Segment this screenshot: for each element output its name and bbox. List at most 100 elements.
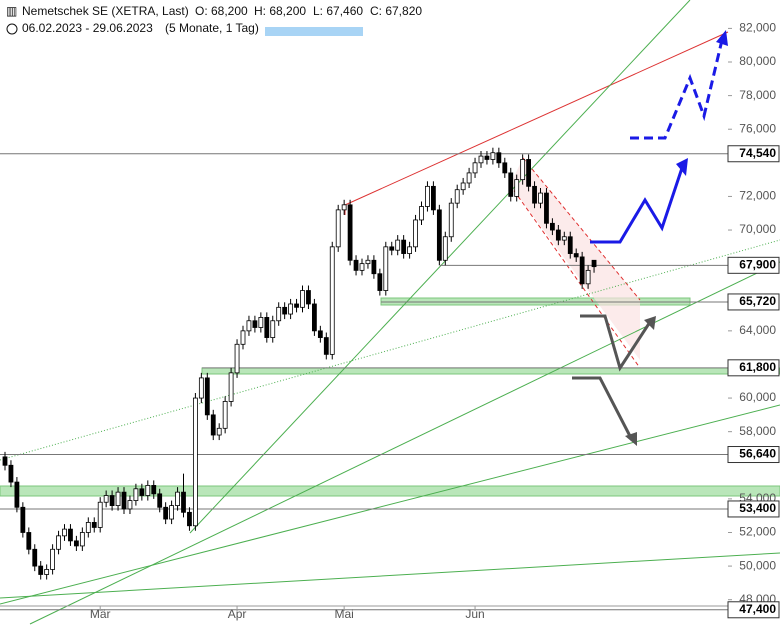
ohlc-low: L: 67,460 xyxy=(313,4,363,18)
candle-body xyxy=(317,330,323,338)
candle-body xyxy=(38,565,44,575)
candle-body xyxy=(264,317,270,338)
arrow-head xyxy=(625,432,637,446)
candle-body xyxy=(490,152,496,160)
level-box xyxy=(727,293,780,311)
candle-body xyxy=(544,192,549,224)
y-tick-label: 52,000 xyxy=(739,525,776,539)
candle-body xyxy=(20,506,26,533)
candle-body xyxy=(478,155,484,164)
arrow-head xyxy=(644,316,656,330)
candle-body xyxy=(502,162,508,174)
channel-line xyxy=(522,157,641,301)
candle-body xyxy=(401,239,407,254)
candle-body xyxy=(561,236,567,241)
y-tick-label: 60,000 xyxy=(739,390,776,404)
candle-body xyxy=(407,246,413,254)
candle-body xyxy=(85,522,91,533)
y-tick-label: 70,000 xyxy=(739,222,776,236)
clock-icon xyxy=(6,23,18,35)
candle-body xyxy=(579,256,585,285)
candle-body xyxy=(56,535,61,550)
arrow-head xyxy=(676,158,688,176)
scenario-arrow xyxy=(572,376,634,441)
candle-body xyxy=(442,236,448,261)
x-tick-label: Jun xyxy=(465,607,484,621)
level-box xyxy=(727,446,780,464)
candle-body xyxy=(514,179,520,197)
candle-body xyxy=(472,162,478,174)
candle-body xyxy=(151,485,157,495)
trend-line xyxy=(0,404,780,605)
candle-body xyxy=(323,337,329,355)
candle-body xyxy=(585,269,591,285)
candle-body xyxy=(329,246,335,355)
level-box xyxy=(727,359,780,377)
candle-body xyxy=(50,548,55,570)
title: Nemetschek SE (XETRA, Last) xyxy=(22,4,189,18)
candle-body xyxy=(222,401,228,429)
candle-body xyxy=(68,528,73,542)
y-tick-label: 58,000 xyxy=(739,424,776,438)
candle-body xyxy=(288,303,294,315)
candle-body xyxy=(496,152,502,164)
candle-body xyxy=(371,259,377,275)
candle-body xyxy=(311,303,317,332)
candle-body xyxy=(127,500,133,510)
y-tick-label: 76,000 xyxy=(739,121,776,135)
candle-body xyxy=(157,493,163,508)
level-box xyxy=(727,500,780,518)
candle-body xyxy=(413,219,418,248)
level-label: 53,400 xyxy=(739,501,776,515)
ohlc-open: O: 68,200 xyxy=(195,4,248,18)
candle-body xyxy=(419,206,424,221)
level-label: 61,800 xyxy=(739,360,776,374)
candle-body xyxy=(133,488,139,501)
candle-body xyxy=(139,488,145,496)
support-zone xyxy=(0,485,780,497)
candle-body xyxy=(484,155,490,160)
candle-body xyxy=(216,427,222,436)
candle-body xyxy=(169,505,175,520)
candle-body xyxy=(466,172,472,184)
candle-body xyxy=(97,501,103,528)
period: 06.02.2023 - 29.06.2023 xyxy=(22,21,153,35)
candle-body xyxy=(448,202,454,238)
y-tick-label: 50,000 xyxy=(739,558,776,572)
period-bar xyxy=(265,27,363,36)
level-label: 74,540 xyxy=(739,146,776,160)
candle-body xyxy=(44,569,50,575)
trend-line xyxy=(0,239,780,461)
candle-body xyxy=(258,317,264,328)
channel-fill xyxy=(510,158,640,360)
y-tick-label: 78,000 xyxy=(739,88,776,102)
candle-body xyxy=(383,246,389,291)
candle-body xyxy=(115,491,121,507)
level-label: 67,900 xyxy=(739,257,776,271)
candle-body xyxy=(538,192,543,204)
level-box xyxy=(727,256,780,274)
marks xyxy=(0,147,728,611)
candle-body xyxy=(103,495,109,503)
period-note: (5 Monate, 1 Tag) xyxy=(165,21,259,35)
candle-body xyxy=(252,320,258,328)
candle-body xyxy=(198,377,204,399)
trend-line xyxy=(344,31,729,206)
candle-body xyxy=(454,189,460,204)
y-tick-label: 82,000 xyxy=(739,21,776,35)
candle-body xyxy=(109,495,115,507)
candle-body xyxy=(163,506,169,520)
candle-body xyxy=(306,290,311,305)
candle-body xyxy=(520,159,526,181)
candle-body xyxy=(276,306,282,322)
x-tick-label: Apr xyxy=(228,607,247,621)
candle-body xyxy=(181,491,186,513)
candle-body xyxy=(460,182,466,191)
icon: ▥ xyxy=(6,4,17,18)
candle-body xyxy=(14,481,20,508)
candle-body xyxy=(8,464,14,483)
candle-body xyxy=(2,456,8,466)
candle-body xyxy=(347,204,353,261)
y-tick-label: 72,000 xyxy=(739,189,776,203)
